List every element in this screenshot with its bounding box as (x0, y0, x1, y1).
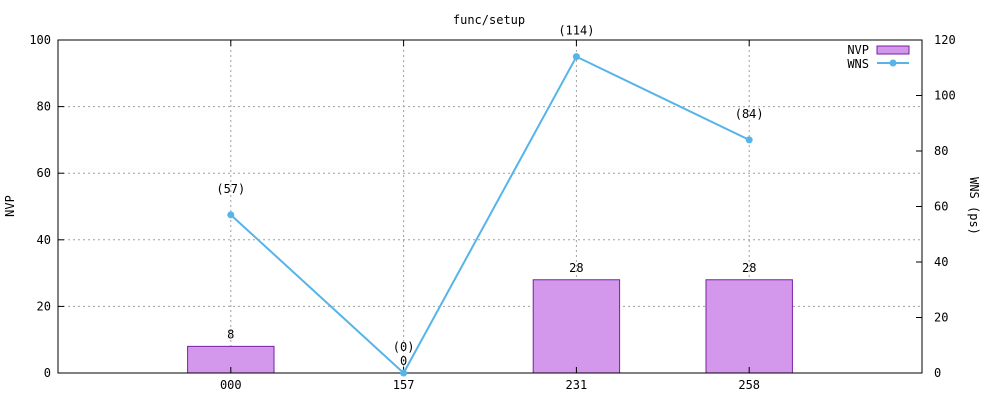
nvp-bar (532, 279, 621, 374)
wns-point (572, 53, 580, 61)
y2-tick-label: 60 (934, 200, 948, 214)
y2-tick-label: 120 (934, 33, 956, 47)
y-tick-label: 40 (37, 233, 51, 247)
wns-point-label: (0) (393, 340, 415, 354)
wns-point-label: (57) (216, 182, 245, 196)
wns-series-line (230, 55, 750, 375)
data-labels: 8 0 28 28 (57) (0) (114) (84) (216, 24, 763, 368)
y2-tick-label: 0 (934, 366, 941, 380)
wns-line (227, 53, 753, 377)
y-tick-label: 20 (37, 299, 51, 313)
nvp-bar-label: 28 (742, 261, 756, 275)
x-tick-label: 000 (220, 378, 242, 392)
nvp-bar-label: 28 (569, 261, 583, 275)
y-tick-label: 0 (44, 366, 51, 380)
y2-tick-label: 40 (934, 255, 948, 269)
y-axis-label: NVP (3, 195, 17, 217)
x-tick-label: 231 (566, 378, 588, 392)
y2-tick-label: 100 (934, 89, 956, 103)
x-tick-label: 258 (738, 378, 760, 392)
y2-tick-label: 20 (934, 311, 948, 325)
wns-point (227, 211, 235, 219)
y-tick-label: 100 (29, 33, 51, 47)
wns-point (745, 136, 753, 144)
legend-label-nvp: NVP (847, 43, 869, 57)
wns-point (400, 369, 408, 377)
wns-point-label: (114) (558, 24, 594, 38)
nvp-bar-label: 0 (400, 354, 407, 368)
y-tick-label: 80 (37, 100, 51, 114)
legend-label-wns: WNS (847, 57, 869, 71)
nvp-bar (705, 279, 793, 374)
nvp-bar-label: 8 (227, 327, 234, 341)
legend-swatch-nvp (876, 45, 910, 55)
y-tick-label: 60 (37, 166, 51, 180)
x-tick-label: 157 (393, 378, 415, 392)
y2-axis-label: WNS (ps) (967, 177, 981, 235)
chart-title: func/setup (453, 13, 525, 27)
legend: NVP WNS (847, 43, 910, 71)
nvp-bars (187, 279, 793, 374)
wns-point-label: (84) (735, 107, 764, 121)
y2-tick-label: 80 (934, 144, 948, 158)
legend-swatch-wns-marker (889, 59, 897, 67)
